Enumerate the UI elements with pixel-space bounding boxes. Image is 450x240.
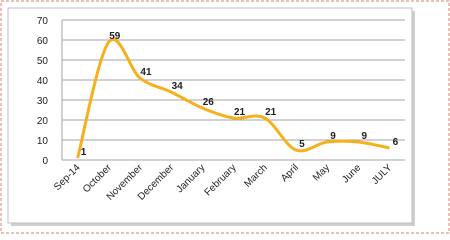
y-tick-label: 20: [37, 116, 49, 127]
y-tick-label: 70: [37, 16, 49, 27]
data-label: 41: [140, 67, 152, 78]
y-tick-label: 0: [42, 156, 48, 167]
data-label: 21: [265, 107, 277, 118]
data-label: 59: [109, 31, 121, 42]
y-tick-label: 30: [37, 96, 49, 107]
line: [76, 37, 390, 159]
data-label: 5: [299, 139, 305, 150]
y-tick-label: 10: [37, 136, 49, 147]
chart-frame: [7, 7, 413, 224]
y-tick-label: 60: [37, 36, 49, 47]
data-label: 26: [203, 97, 215, 108]
data-label: 6: [393, 137, 399, 148]
data-label: 9: [361, 131, 367, 142]
data-label: 21: [234, 107, 246, 118]
data-label: 34: [172, 81, 184, 92]
data-label: 9: [330, 131, 336, 142]
chart: 010203040506070Sep-14OctoberNovemberDece…: [0, 0, 450, 234]
y-tick-label: 40: [37, 76, 49, 87]
data-label: 1: [81, 147, 87, 158]
y-tick-label: 50: [37, 56, 49, 67]
page: 0 10 20 30 40 50 60 70 Sep-14 October November Dece…: [0, 0, 450, 234]
